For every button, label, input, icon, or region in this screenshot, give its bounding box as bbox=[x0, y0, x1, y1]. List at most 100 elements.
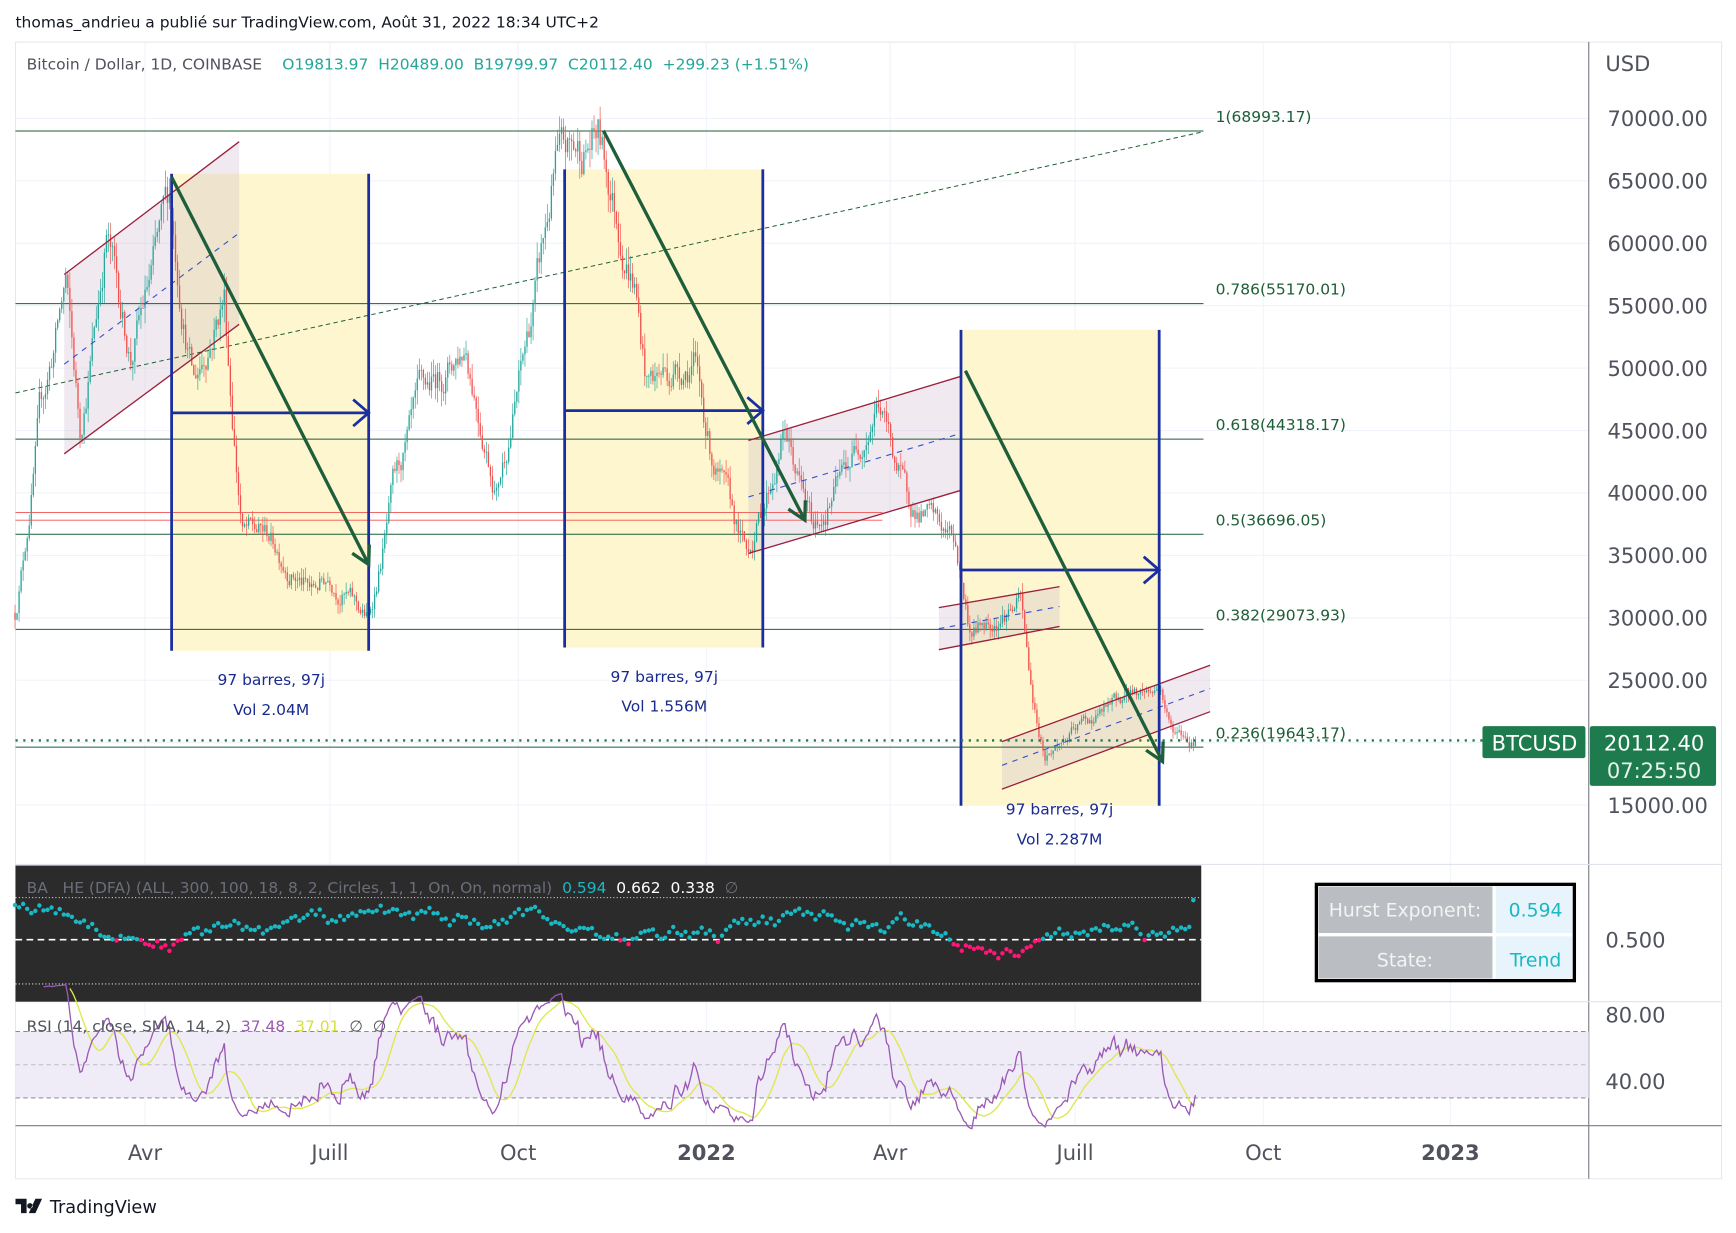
candle-body bbox=[497, 483, 500, 488]
candle bbox=[398, 452, 400, 474]
candle-body bbox=[162, 196, 164, 205]
candle bbox=[422, 368, 425, 390]
candle bbox=[144, 275, 146, 324]
hurst-dot bbox=[882, 930, 887, 935]
time-axis[interactable]: Avr Juill Oct 2022 Avr Juill Oct 2023 bbox=[128, 1140, 1480, 1165]
candle-body bbox=[920, 511, 922, 523]
candle bbox=[306, 578, 309, 592]
hurst-dot bbox=[1113, 927, 1119, 932]
candle bbox=[615, 210, 618, 230]
tradingview-logo[interactable]: TradingView bbox=[15, 1198, 157, 1218]
candle-body bbox=[987, 622, 989, 625]
hurst-dot bbox=[987, 948, 993, 953]
candle-body bbox=[254, 523, 256, 530]
candle bbox=[126, 333, 128, 358]
candle-body bbox=[124, 312, 126, 336]
candle bbox=[636, 277, 638, 301]
candle-body bbox=[1174, 732, 1176, 734]
candle-body bbox=[50, 366, 53, 368]
candle-body bbox=[871, 426, 874, 433]
candle-body bbox=[696, 356, 699, 367]
candle-body bbox=[288, 581, 290, 586]
candle-body bbox=[475, 397, 477, 409]
candle-body bbox=[892, 437, 894, 457]
hurst-dot bbox=[528, 906, 534, 911]
candle-body bbox=[638, 297, 640, 313]
candle-body bbox=[36, 418, 39, 446]
candle-body bbox=[1131, 689, 1134, 695]
channel-fill bbox=[64, 141, 240, 454]
price-axis[interactable]: 70000.00 65000.00 60000.00 55000.00 50000.00… bbox=[1608, 106, 1708, 818]
candle bbox=[142, 295, 144, 309]
candle-body bbox=[24, 551, 26, 561]
candle bbox=[128, 346, 130, 362]
candle bbox=[867, 435, 869, 455]
symbol-title[interactable]: Bitcoin / Dollar, 1D, COINBASE bbox=[27, 56, 263, 74]
candle bbox=[997, 621, 999, 640]
candle bbox=[1154, 685, 1156, 696]
hurst-legend[interactable]: BA HE (DFA) (ALL, 300, 100, 18, 8, 2, Ci… bbox=[27, 879, 739, 897]
candle-body bbox=[182, 324, 185, 330]
hurst-dot bbox=[358, 909, 363, 914]
candle-body bbox=[30, 495, 32, 526]
candle bbox=[247, 514, 250, 530]
candle bbox=[826, 497, 829, 530]
candle bbox=[18, 585, 20, 622]
candle bbox=[627, 247, 630, 289]
candle bbox=[487, 444, 490, 468]
candle-body bbox=[445, 377, 447, 394]
candle bbox=[315, 581, 317, 589]
candle bbox=[650, 367, 652, 384]
candle bbox=[524, 340, 526, 367]
hurst-dot bbox=[516, 906, 522, 912]
hurst-dot bbox=[329, 917, 335, 923]
rsi-value: 37.48 bbox=[241, 1018, 285, 1036]
candle-body bbox=[831, 500, 833, 507]
candle bbox=[353, 594, 355, 606]
candle-body bbox=[924, 509, 926, 517]
candle bbox=[597, 119, 599, 155]
hurst-dot bbox=[244, 924, 249, 930]
channel-upper-line bbox=[1001, 664, 1211, 743]
hurst-dot bbox=[248, 927, 253, 932]
candle bbox=[270, 522, 272, 547]
candle-body bbox=[593, 128, 595, 131]
candle-body bbox=[207, 357, 209, 370]
candle-body bbox=[79, 408, 81, 438]
candle bbox=[1022, 583, 1024, 619]
channel-lower-line bbox=[1001, 711, 1211, 790]
candle bbox=[668, 372, 670, 395]
candle-body bbox=[443, 391, 445, 394]
hurst-dot bbox=[1158, 931, 1164, 936]
candle-body bbox=[48, 366, 51, 380]
candle bbox=[185, 308, 187, 354]
candle bbox=[816, 510, 819, 529]
candle-body bbox=[843, 462, 845, 465]
hurst-dot bbox=[106, 934, 111, 940]
candle bbox=[916, 504, 918, 523]
date-range-volume-label: Vol 1.556M bbox=[621, 698, 707, 716]
candle bbox=[485, 441, 488, 464]
candle bbox=[646, 375, 648, 388]
candle-body bbox=[457, 358, 459, 365]
candle-body bbox=[140, 307, 142, 316]
candle-body bbox=[546, 221, 548, 228]
candle-body bbox=[369, 609, 372, 614]
candle-body bbox=[327, 580, 329, 583]
candle-body bbox=[406, 429, 408, 443]
candle-body bbox=[414, 390, 416, 398]
candle-body bbox=[1015, 598, 1018, 609]
candle-body bbox=[424, 377, 427, 385]
candle-body bbox=[298, 577, 301, 580]
rsi-legend[interactable]: RSI (14, close, SMA, 14, 2) 37.48 37.01 … bbox=[27, 1018, 387, 1036]
candle-body bbox=[623, 270, 626, 274]
candle bbox=[843, 449, 845, 469]
candle-body bbox=[906, 472, 908, 492]
candle bbox=[1034, 697, 1036, 714]
hurst-dot bbox=[1028, 944, 1034, 949]
candle-body bbox=[540, 243, 542, 263]
candle bbox=[859, 453, 861, 463]
candle-body bbox=[1036, 709, 1038, 724]
hurst-dot bbox=[809, 911, 814, 917]
candle bbox=[310, 576, 313, 596]
